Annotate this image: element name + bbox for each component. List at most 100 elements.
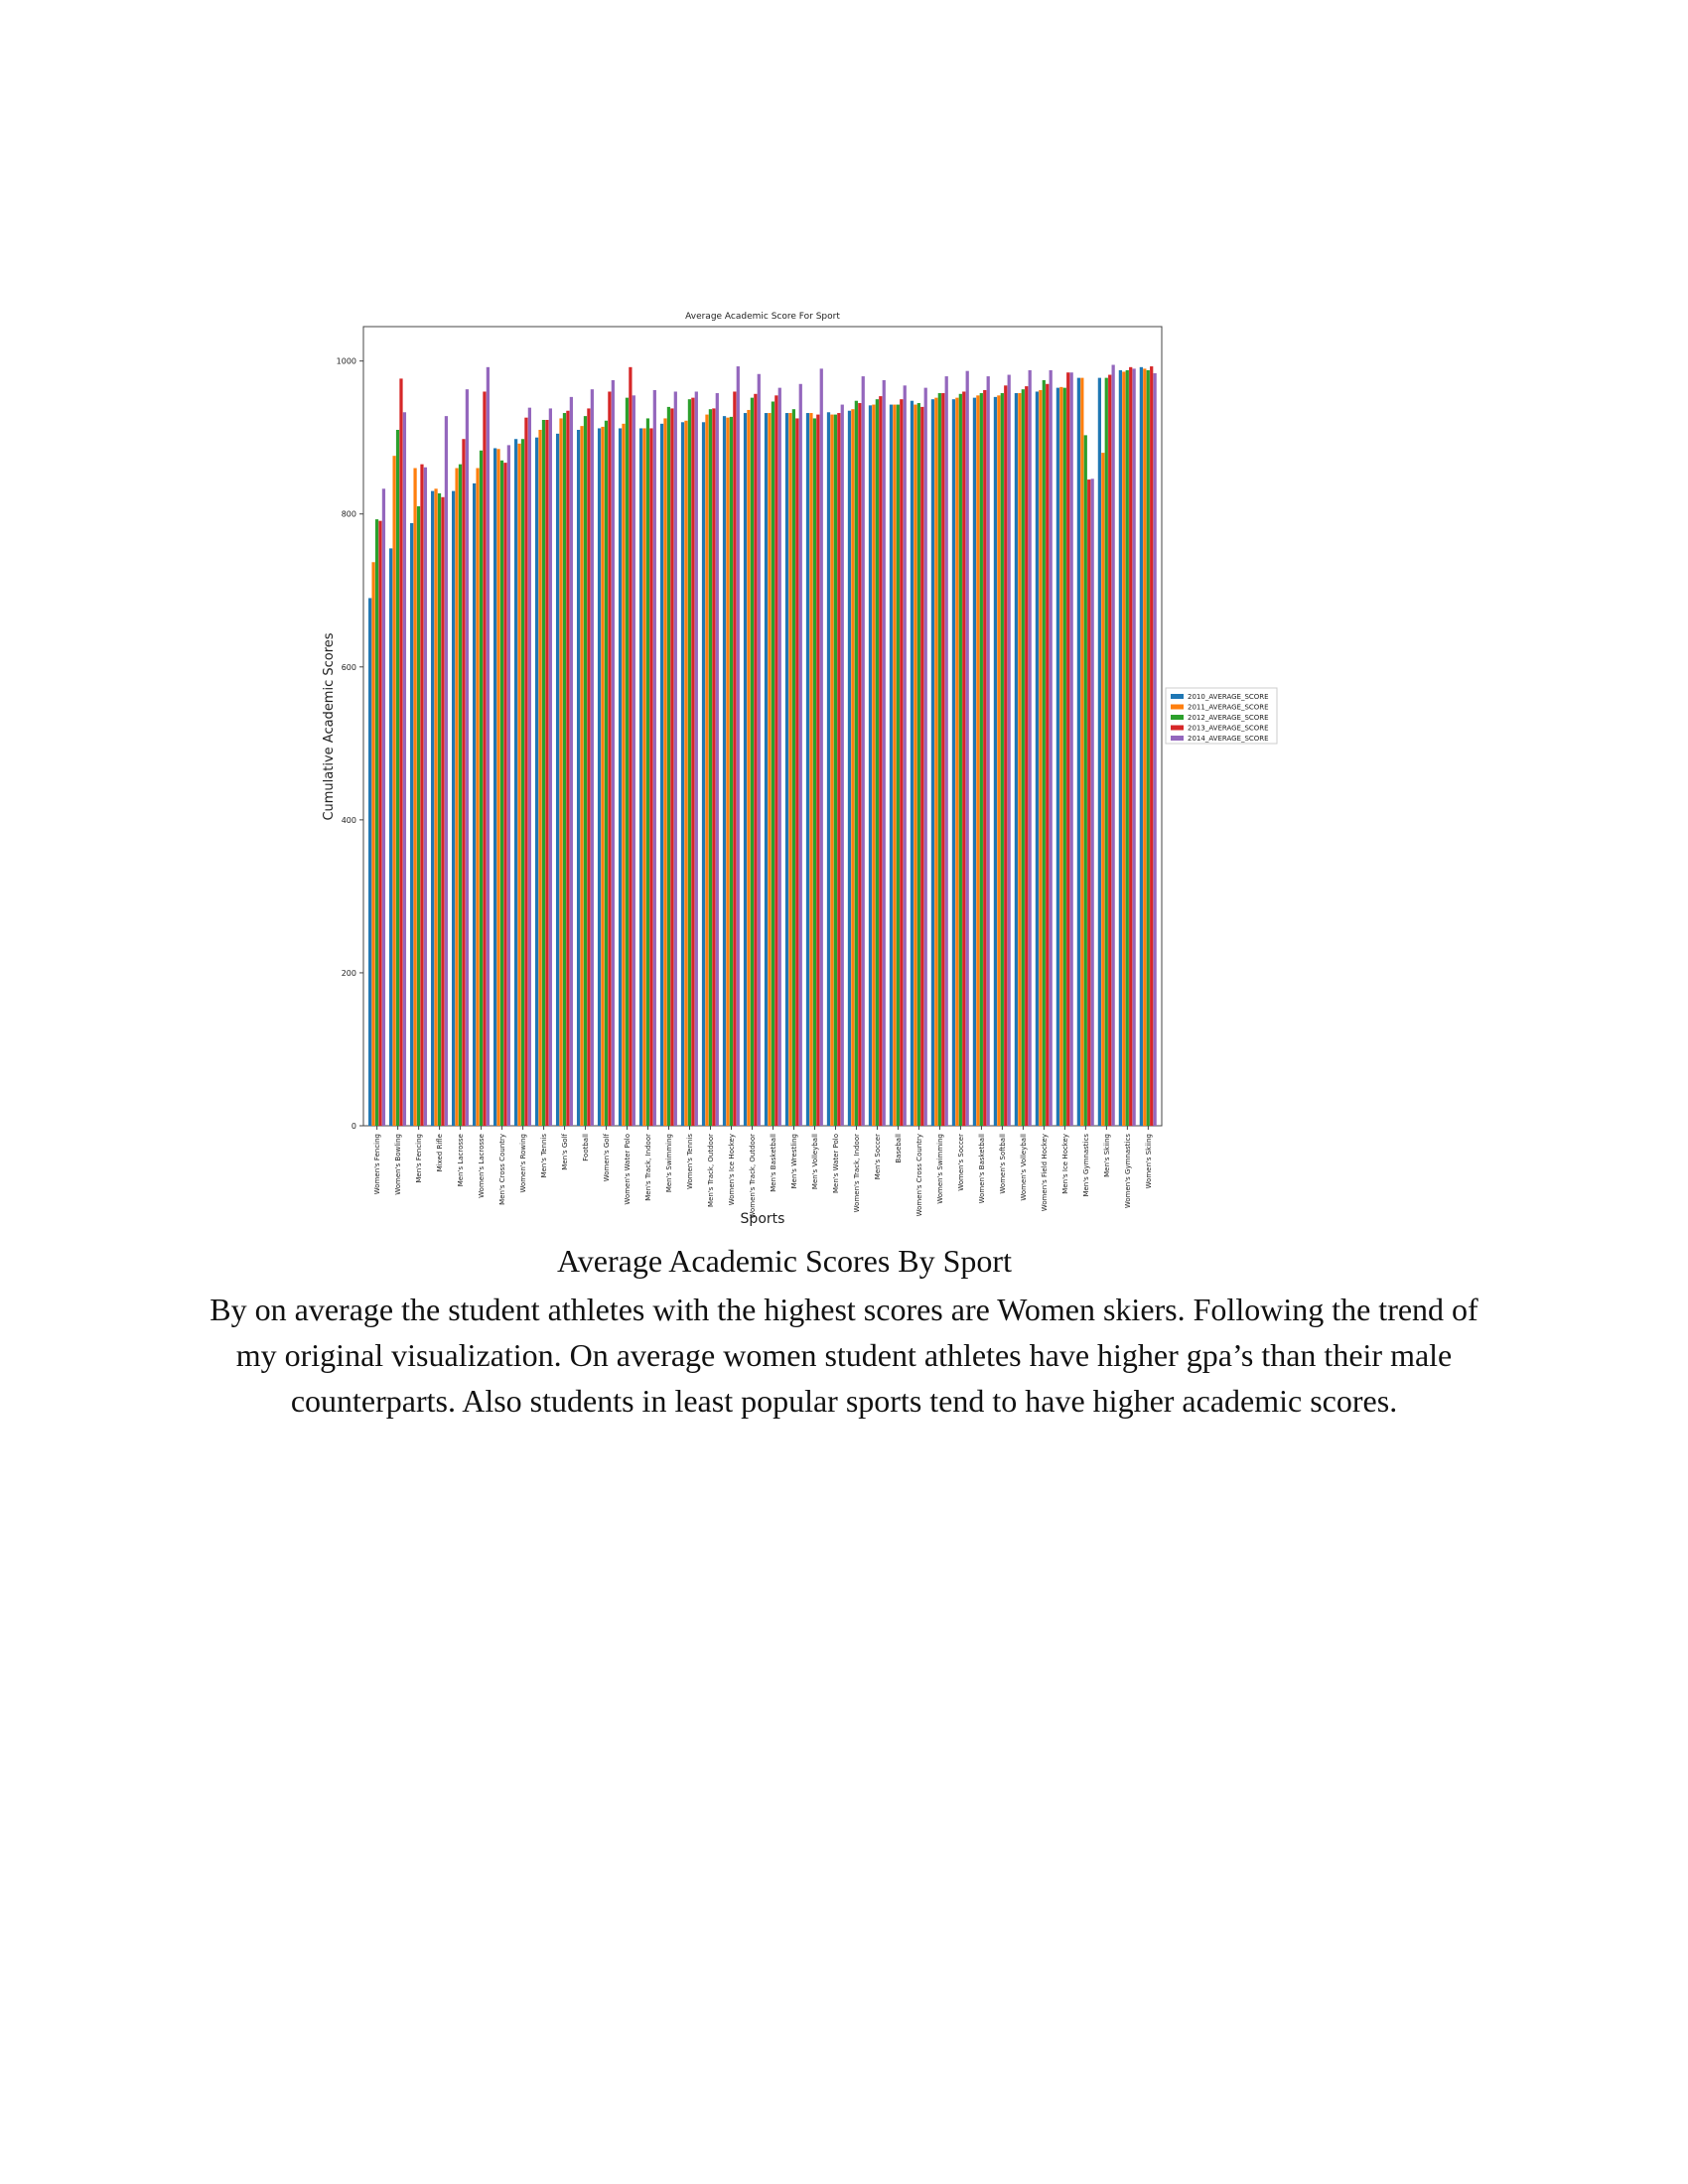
bar [729,416,734,1126]
bar [1039,389,1043,1126]
y-tick-label: 400 [342,816,356,825]
bar [777,387,781,1126]
x-tick-label: Women's Cross Country [915,1134,923,1216]
bar [368,598,372,1126]
bar [743,413,748,1126]
x-tick-label: Men's Basketball [770,1134,777,1192]
bar [1035,391,1040,1126]
bar [371,562,375,1126]
bar [465,389,470,1126]
bar [618,428,623,1126]
x-axis-label: Sports [741,1211,785,1227]
bar [910,400,914,1126]
bar [1118,369,1122,1127]
bar-chart: Average Academic Score For Sport 0 200 400… [322,312,1278,1227]
bar [993,396,998,1126]
caption-body: By on average the student athletes with … [210,1292,1478,1419]
bar [788,413,792,1126]
bar [851,409,855,1126]
bar [517,443,521,1127]
bar [830,414,834,1126]
legend: 2010_AVERAGE_SCORE 2011_AVERAGE_SCORE 2012… [1165,687,1278,745]
bar [1059,386,1063,1126]
x-tick-label: Football [582,1134,590,1161]
bar [590,389,594,1126]
x-tick-label: Men's Ice Hockey [1061,1134,1069,1194]
bar [441,496,445,1126]
x-tick-label: Mixed Rifle [436,1134,444,1171]
legend-label: 2014_AVERAGE_SCORE [1188,735,1269,743]
bar [1108,374,1112,1126]
bar [649,428,653,1126]
bar [642,428,646,1126]
bar [486,366,491,1126]
bar [472,482,477,1126]
legend-label: 2010_AVERAGE_SCORE [1188,693,1269,701]
bar [875,399,879,1126]
bar [562,413,567,1126]
bar [410,522,414,1126]
bar [733,391,737,1126]
y-tick-label: 600 [342,663,356,672]
bar [611,379,615,1126]
bar [941,393,945,1126]
bar [701,422,706,1126]
bar [416,506,421,1126]
bar [559,418,563,1126]
bar [458,464,463,1126]
bar [1014,393,1019,1126]
x-tick-label: Women's Volleyball [1020,1134,1028,1201]
bar [819,368,823,1126]
bar [629,366,633,1126]
bar [583,416,588,1127]
bar [1125,369,1129,1127]
bar [389,548,393,1126]
bar [1004,385,1008,1126]
bar [434,488,438,1126]
bar [476,468,480,1126]
bar [896,404,900,1126]
x-tick-label: Men's Fencing [415,1134,423,1183]
bar [1101,453,1105,1126]
x-tick-label: Women's Softball [999,1134,1007,1194]
bar [930,399,935,1126]
bar [791,409,796,1126]
bar [1083,435,1087,1126]
x-tick-label: Men's Skiing [1103,1134,1111,1177]
bar [1007,374,1011,1126]
bar [893,404,897,1126]
bar [580,426,584,1126]
x-axis: Women's Fencing Women's Bowling Men's Fenc… [373,1126,1153,1219]
bar [1046,383,1050,1126]
bar [754,393,758,1126]
bar [795,418,799,1126]
bar [1132,368,1136,1126]
bar [378,520,382,1126]
bar [916,403,920,1126]
bar [879,396,883,1126]
bar [1104,377,1108,1126]
bar [555,433,560,1126]
bar [1080,377,1084,1126]
plot-area-frame [362,326,1163,1127]
x-tick-label: Baseball [895,1134,903,1163]
bar [1150,366,1154,1126]
bar [541,419,546,1127]
x-tick-label: Men's Tennis [540,1134,548,1178]
bar [496,449,500,1126]
x-tick-label: Men's Lacrosse [457,1134,465,1186]
bar [816,414,820,1126]
x-tick-label: Men's Cross Country [498,1134,506,1205]
bar [673,391,677,1126]
bar [1049,369,1053,1127]
bar [1146,369,1150,1127]
bar [625,397,630,1127]
bar [736,366,740,1126]
bar [962,391,966,1126]
bar [420,464,424,1126]
x-tick-label: Men's Track, Indoor [644,1134,652,1201]
x-tick-label: Women's Lacrosse [478,1134,486,1198]
bar [513,439,518,1126]
bar [1076,377,1081,1126]
x-tick-label: Men's Wrestling [790,1134,798,1188]
